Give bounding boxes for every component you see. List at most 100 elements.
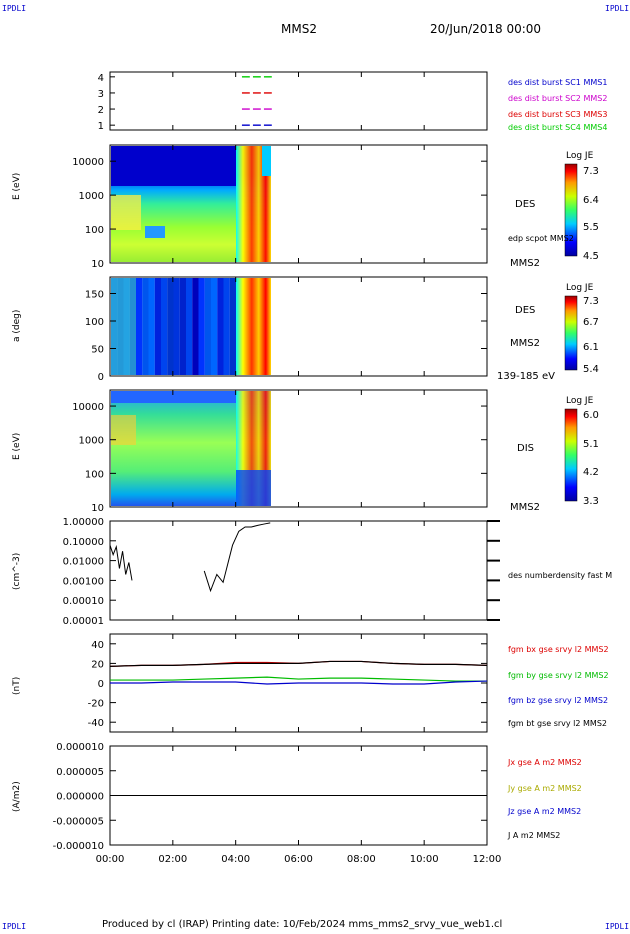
current-ytick-label: 0.000010 bbox=[56, 742, 104, 753]
pitch-stripe bbox=[211, 278, 218, 375]
burst-ytick-label: 1 bbox=[98, 121, 104, 132]
pitch-stripe bbox=[204, 278, 212, 375]
x-tick-label: 12:00 bbox=[473, 854, 502, 865]
density-line bbox=[109, 544, 133, 581]
corner-label-top-left: IPDLI bbox=[2, 4, 27, 13]
legend-fgm-by: fgm by gse srvy l2 MMS2 bbox=[508, 671, 609, 680]
des-energy-cb-tick: 6.4 bbox=[583, 195, 599, 206]
current-ylabel: (A/m2) bbox=[12, 781, 22, 812]
des-pitch-ytick-label: 100 bbox=[85, 317, 104, 328]
dis-energy-ytick-label: 10 bbox=[91, 503, 104, 514]
legend-fgm-bt: fgm bt gse srvy l2 MMS2 bbox=[508, 719, 607, 728]
des-pitch-colorbar bbox=[564, 295, 578, 371]
x-tick-label: 04:00 bbox=[221, 854, 250, 865]
magnetic-field-ylabel: (nT) bbox=[12, 676, 22, 695]
legend-fgm-bz: fgm bz gse srvy l2 MMS2 bbox=[508, 696, 609, 705]
dis-energy-heatmap bbox=[111, 391, 271, 506]
magnetic-field-ytick-label: 40 bbox=[91, 640, 104, 651]
density-ytick-label: 0.10000 bbox=[63, 537, 104, 548]
dis-energy-colorbar-title: Log JE bbox=[566, 396, 594, 406]
magnetic-field-ytick-label: -20 bbox=[88, 699, 104, 710]
density-line bbox=[203, 522, 271, 593]
dis-energy-ytick-label: 100 bbox=[85, 469, 104, 480]
density-ytick-label: 1.00000 bbox=[63, 517, 104, 528]
des-energy-ytick-label: 1000 bbox=[79, 191, 104, 202]
des-pitch-ytick-label: 0 bbox=[98, 372, 104, 383]
pitch-stripe bbox=[136, 278, 143, 375]
pitch-stripe bbox=[111, 278, 136, 375]
des-pitch-cb-tick: 5.4 bbox=[583, 364, 599, 375]
dis-energy-cb-tick: 5.1 bbox=[583, 439, 599, 450]
pitch-stripe bbox=[161, 278, 168, 375]
des-pitch-ytick-label: 50 bbox=[91, 345, 104, 356]
pitch-stripe bbox=[217, 278, 224, 375]
des-energy-ytick-label: 10 bbox=[91, 259, 104, 270]
des-pitch-heatmap bbox=[111, 278, 271, 375]
des-energy-scpot-label: edp scpot MMS2 bbox=[508, 234, 574, 243]
legend-burst-mms2: des dist burst SC2 MMS2 bbox=[508, 94, 608, 103]
pitch-stripe bbox=[186, 278, 193, 375]
spacecraft-title: MMS2 bbox=[281, 22, 317, 36]
dis-energy-ytick-label: 1000 bbox=[79, 436, 104, 447]
current-ytick-label: -0.000010 bbox=[53, 841, 104, 852]
density-ytick-label: 0.00001 bbox=[63, 616, 104, 627]
magnetic-field-ytick-label: 20 bbox=[91, 659, 104, 670]
pitch-stripe bbox=[173, 278, 180, 375]
des-energy-heatmap bbox=[111, 146, 271, 262]
density-ylabel: (cm^-3) bbox=[12, 552, 22, 590]
density-ytick-label: 0.01000 bbox=[63, 557, 104, 568]
current-ytick-label: 0.000000 bbox=[56, 792, 104, 803]
corner-label-bottom-right: IPDLI bbox=[605, 922, 630, 931]
magnetic-field-line bbox=[110, 680, 488, 685]
des-pitch-cb-tick: 6.1 bbox=[583, 342, 599, 353]
dis-energy-instrument-label: DIS bbox=[517, 443, 534, 454]
des-energy-cb-tick: 5.5 bbox=[583, 222, 599, 233]
legend-burst-mms4: des dist burst SC4 MMS4 bbox=[508, 123, 608, 132]
x-tick-label: 08:00 bbox=[347, 854, 376, 865]
dis-energy-colorbar bbox=[564, 408, 578, 502]
legend-fgm-bx: fgm bx gse srvy l2 MMS2 bbox=[508, 645, 609, 654]
legend-density: des numberdensity fast M bbox=[508, 571, 613, 580]
burst-ytick-label: 4 bbox=[98, 73, 104, 84]
current-ytick-label: 0.000005 bbox=[56, 767, 104, 778]
des-pitch-ylabel: a (deg) bbox=[12, 309, 22, 342]
des-pitch-instrument-label: DES bbox=[515, 305, 536, 316]
corner-label-top-right: IPDLI bbox=[605, 4, 630, 13]
x-tick-label: 06:00 bbox=[284, 854, 313, 865]
dis-energy-ylabel: E (eV) bbox=[12, 432, 22, 460]
des-energy-ylabel: E (eV) bbox=[12, 172, 22, 200]
datetime-title: 20/Jun/2018 00:00 bbox=[430, 22, 542, 36]
dis-energy-cb-tick: 6.0 bbox=[583, 410, 599, 421]
legend-burst-mms3: des dist burst SC3 MMS3 bbox=[508, 110, 608, 119]
pitch-stripe bbox=[223, 278, 230, 375]
burst-panel-frame bbox=[109, 71, 488, 131]
dis-energy-spacecraft-label: MMS2 bbox=[510, 502, 540, 513]
legend-burst-mms1: des dist burst SC1 MMS1 bbox=[508, 78, 608, 87]
burst-ytick-label: 3 bbox=[98, 89, 104, 100]
pitch-stripe bbox=[154, 278, 162, 375]
des-energy-cb-tick: 4.5 bbox=[583, 251, 599, 262]
legend-jz: Jz gse A m2 MMS2 bbox=[508, 807, 582, 816]
des-energy-spacecraft-label: MMS2 bbox=[510, 258, 540, 269]
pitch-stripe bbox=[167, 278, 174, 375]
pitch-stripe bbox=[198, 278, 205, 375]
burst-ytick-label: 2 bbox=[98, 105, 104, 116]
des-energy-ytick-label: 100 bbox=[85, 225, 104, 236]
pitch-stripe bbox=[236, 278, 271, 375]
x-tick-label: 00:00 bbox=[96, 854, 125, 865]
corner-label-bottom-left: IPDLI bbox=[2, 922, 27, 931]
des-energy-ytick-label: 10000 bbox=[72, 157, 104, 168]
legend-jy: Jy gse A m2 MMS2 bbox=[508, 784, 582, 793]
des-pitch-ytick-label: 150 bbox=[85, 290, 104, 301]
density-ytick-label: 0.00010 bbox=[63, 596, 104, 607]
legend-j: J A m2 MMS2 bbox=[508, 831, 561, 840]
legend-jx: Jx gse A m2 MMS2 bbox=[508, 758, 582, 767]
des-energy-colorbar bbox=[564, 163, 578, 257]
magnetic-field-ytick-label: -40 bbox=[88, 718, 104, 729]
des-pitch-spacecraft-label: MMS2 bbox=[510, 338, 540, 349]
magnetic-field-line bbox=[109, 660, 488, 667]
pitch-stripe bbox=[229, 278, 237, 375]
dis-energy-ytick-label: 10000 bbox=[72, 402, 104, 413]
x-tick-label: 10:00 bbox=[410, 854, 439, 865]
